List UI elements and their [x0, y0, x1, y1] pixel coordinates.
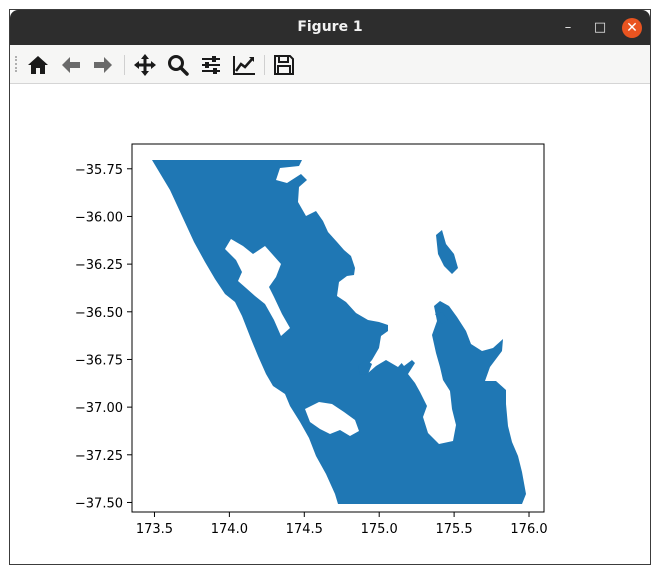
navigation-toolbar [10, 45, 650, 84]
configure-subplots-button[interactable] [198, 52, 224, 78]
pan-button[interactable] [132, 52, 158, 78]
kawau-island [436, 230, 458, 274]
y-tick-label: −36.50 [75, 306, 123, 321]
save-button[interactable] [271, 52, 297, 78]
save-icon [274, 55, 294, 75]
pan-icon [134, 54, 156, 76]
hauraki-gulf-edge [396, 352, 412, 366]
waiheke-island [358, 360, 372, 375]
maximize-button[interactable]: □ [593, 20, 607, 35]
figure-window: Figure 1 – □ ✕ [9, 9, 651, 565]
zoom-button[interactable] [165, 52, 191, 78]
y-tick-label: −37.00 [75, 401, 123, 416]
figure-canvas[interactable]: 173.5 174.0 174.5 175.0 175.5 176.0 −35.75 −36… [10, 84, 650, 564]
toolbar-grip [15, 56, 21, 72]
kaipara-harbour [225, 239, 290, 336]
window-title: Figure 1 [297, 19, 363, 35]
home-button[interactable] [25, 52, 51, 78]
toolbar-separator [124, 55, 125, 75]
x-tick-label: 176.0 [510, 522, 547, 537]
tiritiri-island [435, 312, 448, 324]
land-polygon [152, 160, 526, 504]
y-axis: −35.75 −36.00 −36.25 −36.50 −36.75 −37.00 −37.… [75, 163, 132, 511]
edit-axis-button[interactable] [231, 52, 257, 78]
axes-frame [131, 143, 545, 513]
forward-icon [94, 57, 112, 73]
y-tick-label: −36.25 [75, 258, 123, 273]
edit-axis-icon [233, 56, 255, 75]
home-icon [28, 56, 48, 74]
map-layer [152, 160, 526, 504]
x-tick-label: 175.5 [435, 522, 472, 537]
back-button[interactable] [58, 52, 84, 78]
x-axis: 173.5 174.0 174.5 175.0 175.5 176.0 [136, 512, 548, 537]
title-bar[interactable]: Figure 1 – □ ✕ [10, 10, 650, 45]
x-tick-label: 173.5 [136, 522, 173, 537]
y-tick-label: −36.75 [75, 353, 123, 368]
zoom-icon [168, 55, 189, 76]
forward-button[interactable] [90, 52, 116, 78]
x-tick-label: 175.0 [361, 522, 398, 537]
x-tick-label: 174.0 [211, 522, 248, 537]
y-tick-label: −35.75 [75, 163, 123, 178]
plot-svg[interactable]: 173.5 174.0 174.5 175.0 175.5 176.0 −35.75 −36… [10, 84, 650, 564]
back-icon [62, 57, 80, 73]
close-button[interactable]: ✕ [622, 18, 642, 38]
toolbar-separator [264, 55, 265, 75]
x-tick-label: 174.5 [286, 522, 323, 537]
subplots-icon [202, 56, 220, 74]
y-tick-label: −37.25 [75, 449, 123, 464]
manukau-harbour [305, 402, 359, 436]
y-tick-label: −36.00 [75, 210, 123, 225]
minimize-button[interactable]: – [564, 20, 572, 35]
y-tick-label: −37.50 [75, 496, 123, 511]
